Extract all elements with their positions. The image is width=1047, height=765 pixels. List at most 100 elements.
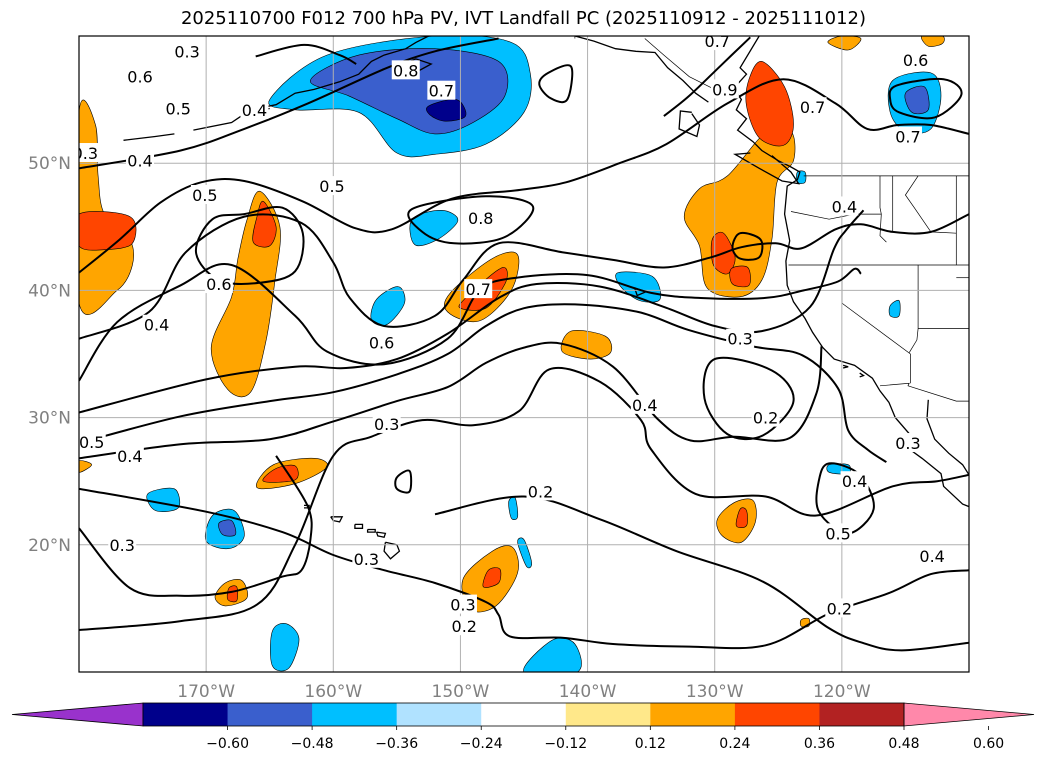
contour-label-bg — [526, 481, 555, 501]
contour-label-bg — [918, 546, 947, 566]
contour-label-bg — [840, 471, 869, 491]
contour-label: 0.5 — [79, 433, 104, 452]
contour-label: 0.4 — [144, 316, 169, 335]
contour-label-bg — [427, 80, 456, 100]
shaded-region — [729, 265, 751, 288]
map-frame — [78, 35, 970, 673]
contour-label: 0.3 — [374, 415, 399, 434]
shaded-region — [409, 209, 459, 247]
pv-contour — [194, 205, 305, 285]
colorbar-tick-label: −0.60 — [206, 736, 249, 752]
longitude-tick-label: 170°W — [177, 682, 235, 702]
contour-label: 0.6 — [369, 334, 394, 353]
contour-label-bg — [126, 66, 155, 86]
shaded-region — [370, 286, 406, 326]
latitude-tick-label: 30°N — [28, 409, 71, 429]
contour-label: 0.5 — [319, 177, 344, 196]
coastline — [354, 523, 364, 529]
colorbar-tick-label: 0.12 — [635, 736, 666, 752]
contour-label: 0.2 — [827, 599, 852, 618]
coastline — [366, 528, 376, 533]
shaded-region — [79, 460, 93, 473]
shaded-region — [262, 464, 299, 483]
contour-label: 0.2 — [753, 409, 778, 428]
contour-label: 0.4 — [919, 547, 944, 566]
contour-label-bg — [825, 598, 854, 618]
shaded-region — [735, 507, 748, 529]
contour-label: 0.3 — [110, 536, 135, 555]
contour-label: 0.7 — [429, 82, 454, 101]
contour-label-bg — [240, 99, 269, 119]
shaded-region — [560, 330, 612, 360]
contour-label-bg — [830, 196, 859, 216]
colorbar-tick-label: 0.60 — [973, 736, 1004, 752]
longitude-tick-label: 120°W — [813, 682, 871, 702]
colorbar-tick-label: −0.12 — [544, 736, 587, 752]
coastline — [330, 516, 344, 523]
longitude-tick-label: 130°W — [686, 682, 744, 702]
colorbar-extend-high — [903, 702, 1035, 727]
colorbar-segment — [819, 703, 905, 726]
contour-label-bg — [204, 274, 233, 294]
shaded-region — [270, 623, 300, 672]
contour-label: 0.5 — [825, 524, 850, 543]
colorbar-tick-label: 0.36 — [804, 736, 835, 752]
contour-label-bg — [726, 328, 755, 348]
colorbar: −0.60 −0.48 −0.36 −0.24 −0.12 0.12 0.24 0.36 0.4… — [11, 702, 1035, 752]
contour-label-bg — [391, 60, 420, 80]
contour-label: 0.5 — [165, 100, 190, 119]
colorbar-frame — [142, 702, 905, 727]
pv-contour — [79, 455, 313, 597]
contour-label: 0.6 — [206, 275, 231, 294]
longitude-tick-label: 150°W — [432, 682, 490, 702]
political-border — [904, 175, 957, 234]
pv-contour — [731, 231, 764, 261]
coastline — [123, 133, 175, 141]
colorbar-tick-label: 0.48 — [888, 736, 919, 752]
pv-contour — [79, 209, 865, 414]
colorbar-segment — [143, 703, 229, 726]
coastline — [250, 36, 429, 110]
latitude-tick-label: 40°N — [28, 281, 71, 301]
contour-label-bg — [450, 616, 479, 636]
latitude-tick-label: 50°N — [28, 154, 71, 174]
contour-label-bg — [173, 41, 202, 61]
colorbar-extend-low — [11, 702, 144, 727]
contour-label: 0.3 — [174, 42, 199, 61]
contour-label: 0.4 — [832, 197, 857, 216]
coastline — [926, 399, 969, 476]
contour-label: 0.7 — [466, 280, 491, 299]
contour-label: 0.8 — [468, 209, 493, 228]
contour-label: 0.4 — [117, 447, 142, 466]
coastline — [859, 372, 865, 378]
political-border — [879, 382, 969, 402]
contour-label-bg — [115, 445, 144, 465]
contour-label: 0.6 — [127, 68, 152, 87]
colorbar-segment — [227, 703, 313, 726]
colorbar-tick-label: −0.36 — [375, 736, 418, 752]
pv-contour — [407, 195, 535, 245]
shaded-region — [904, 85, 930, 115]
longitude-tick-label: 160°W — [304, 682, 362, 702]
contour-label: 0.9 — [712, 80, 737, 99]
contour-label-bg — [126, 150, 155, 170]
contour-label: 0.4 — [242, 101, 267, 120]
contour-label: 0.4 — [632, 396, 657, 415]
contour-label-bg — [630, 394, 659, 414]
colorbar-segment — [650, 703, 736, 726]
graticule-layer — [79, 36, 969, 672]
pv-contour — [702, 356, 795, 441]
contour-label-bg — [352, 548, 381, 568]
contour-label-bg — [824, 523, 853, 543]
contour-label: 0.2 — [528, 482, 553, 501]
shaded-region — [517, 537, 532, 569]
contour-label: 0.7 — [800, 98, 825, 117]
contour-label: 0.3 — [450, 596, 475, 615]
longitude-tick-label: 140°W — [559, 682, 617, 702]
contour-label-bg — [464, 279, 493, 299]
contour-label: 0.3 — [73, 144, 98, 163]
map-title: 2025110700 F012 700 hPa PV, IVT Landfall… — [180, 8, 867, 29]
pv-contour — [79, 37, 499, 170]
contour-label-bg — [190, 185, 219, 204]
colorbar-segment — [481, 703, 567, 726]
